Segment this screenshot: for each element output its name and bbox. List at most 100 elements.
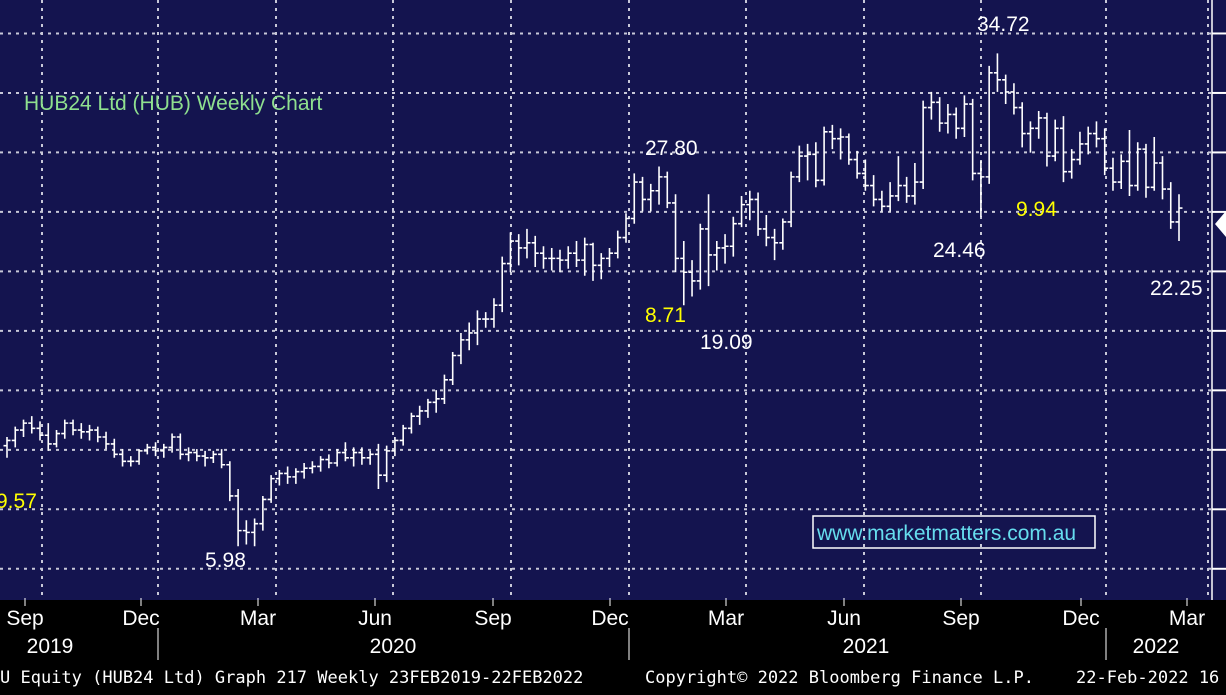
ohlc-bar <box>20 419 28 437</box>
ohlc-bar <box>424 398 432 418</box>
ohlc-bar <box>308 461 316 474</box>
ohlc-bar <box>457 332 465 365</box>
ohlc-bar <box>86 424 94 441</box>
axis-ticks <box>24 0 1226 606</box>
ohlc-bar <box>779 218 787 250</box>
ohlc-bar <box>259 495 267 531</box>
ohlc-bar <box>127 456 135 467</box>
ohlc-bar <box>919 100 927 190</box>
ohlc-bar <box>820 126 828 186</box>
ohlc-bar <box>548 247 556 271</box>
ohlc-bar <box>944 104 952 134</box>
month-label-dec-2021: Dec <box>1062 607 1099 630</box>
ohlc-bar <box>622 213 630 243</box>
ohlc-bar <box>1076 131 1084 165</box>
ohlc-bar <box>11 426 19 448</box>
ohlc-bar <box>936 97 944 132</box>
ohlc-bar <box>218 449 226 469</box>
ohlc-bar <box>952 107 960 139</box>
ohlc-bar <box>440 374 448 405</box>
ohlc-bar <box>1158 156 1166 200</box>
chart-title: HUB24 Ltd (HUB) Weekly Chart <box>24 92 323 115</box>
ohlc-bar <box>1026 121 1034 153</box>
ohlc-bar <box>53 430 61 448</box>
ohlc-bar <box>655 166 663 205</box>
ohlc-bar <box>61 419 69 439</box>
ohlc-bar <box>878 190 886 212</box>
ohlc-bar <box>407 412 415 434</box>
annotation-24-46: 24.46 <box>933 239 986 262</box>
ohlc-bar <box>374 443 382 490</box>
ohlc-bar <box>110 438 118 458</box>
ohlc-bar <box>498 256 506 313</box>
ohlc-bar <box>754 192 762 236</box>
ohlc-bar <box>837 128 845 160</box>
month-label-jun-2021: Jun <box>827 607 861 630</box>
ohlc-bar <box>1142 143 1150 198</box>
ohlc-bar <box>762 215 770 247</box>
ohlc-bar <box>515 234 523 266</box>
footer-band <box>0 662 1226 690</box>
ohlc-bar <box>903 176 911 203</box>
ohlc-bar <box>969 98 977 181</box>
ohlc-bar <box>721 234 729 264</box>
month-label-sep-2019: Sep <box>6 607 43 630</box>
ohlc-bar <box>787 171 795 228</box>
ohlc-bar <box>927 91 935 120</box>
ohlc-bar <box>399 424 407 446</box>
ohlc-bar <box>531 235 539 268</box>
ohlc-bar <box>209 450 217 464</box>
ohlc-bar <box>688 260 696 297</box>
annotation-9-94: 9.94 <box>1016 198 1057 221</box>
year-label-2019: 2019 <box>27 635 74 658</box>
ohlc-bar <box>366 450 374 465</box>
ohlc-bar <box>432 390 440 413</box>
watermark-box <box>812 515 1096 549</box>
ohlc-bar <box>416 405 424 425</box>
ohlc-bar <box>28 416 36 434</box>
ohlc-bar <box>680 241 688 306</box>
footer-security: U Equity (HUB24 Ltd) Graph 217 Weekly 23… <box>0 668 583 688</box>
ohlc-bar <box>185 447 193 462</box>
ohlc-bar <box>275 469 283 486</box>
ohlc-bar <box>1134 142 1142 191</box>
ohlc-bar <box>300 463 308 479</box>
ohlc-bar <box>168 433 176 453</box>
ohlc-bar <box>234 489 242 547</box>
annotation-5-98: 5.98 <box>205 549 246 572</box>
ohlc-bar <box>729 216 737 257</box>
month-label-mar-2022: Mar <box>1169 607 1205 630</box>
ohlc-bar <box>1018 102 1026 148</box>
ohlc-bar <box>284 466 292 484</box>
plot-background <box>0 0 1226 600</box>
ohlc-bar <box>581 237 589 276</box>
ohlc-bar <box>251 518 259 547</box>
ohlc-bar <box>1035 110 1043 139</box>
ohlc-bar <box>614 230 622 259</box>
ohlc-bar <box>985 65 993 184</box>
ohlc-bar <box>556 249 564 273</box>
ohlc-bar <box>597 253 605 280</box>
ohlc-bar <box>1092 121 1100 148</box>
ohlc-bar <box>341 442 349 462</box>
ohlc-bar <box>993 53 1001 92</box>
ohlc-bar <box>102 431 110 450</box>
annotation-19-09: 19.09 <box>700 331 753 354</box>
ohlc-bar <box>564 246 572 269</box>
footer-copyright: Copyright© 2022 Bloomberg Finance L.P. <box>645 668 1034 688</box>
ohlc-bar <box>1068 149 1076 179</box>
ohlc-bar <box>44 423 52 451</box>
ohlc-bar <box>886 182 894 212</box>
ohlc-bar <box>812 142 820 188</box>
annotation-27-80: 27.80 <box>645 137 698 160</box>
year-label-2020: 2020 <box>370 635 417 658</box>
ohlc-bar <box>960 95 968 137</box>
ohlc-bar <box>135 449 143 465</box>
footer-date: 22-Feb-2022 16 <box>1076 668 1219 688</box>
axis-band <box>0 600 1226 662</box>
ohlc-bar <box>242 520 250 545</box>
ohlc-bar <box>160 443 168 458</box>
ohlc-bar <box>1125 130 1133 196</box>
ohlc-bar <box>672 194 680 273</box>
ohlc-bar <box>317 456 325 472</box>
